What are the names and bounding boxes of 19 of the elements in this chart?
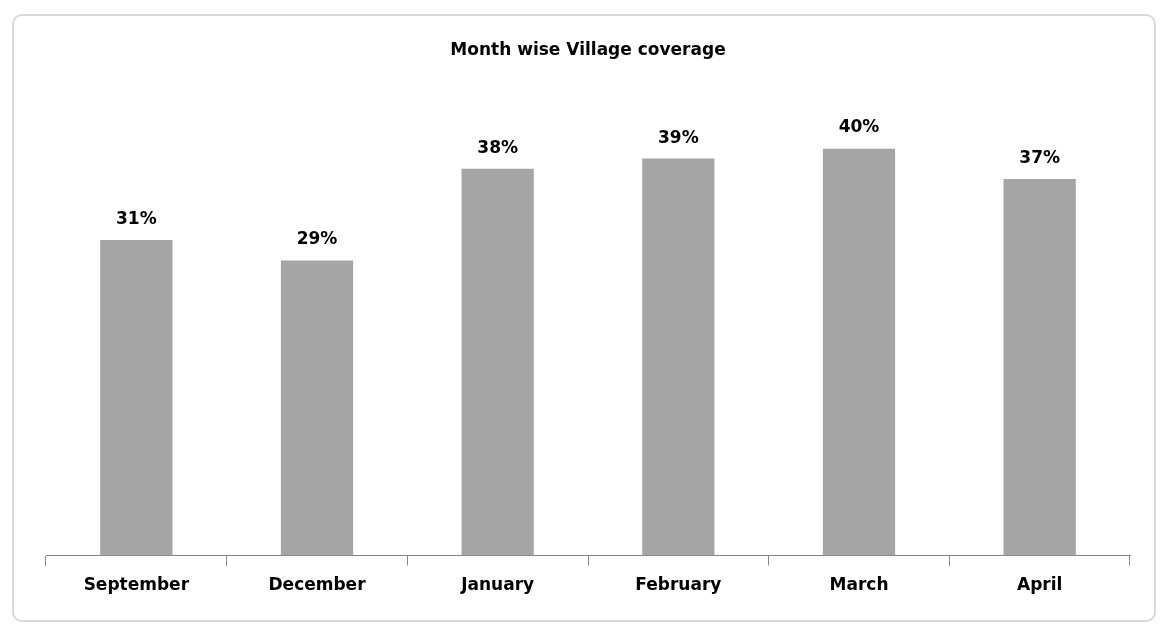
bar bbox=[1003, 178, 1076, 556]
bar bbox=[642, 158, 715, 556]
x-tick-label: April bbox=[1016, 574, 1063, 595]
x-tick-label: September bbox=[83, 574, 190, 595]
chart-title: Month wise Village coverage bbox=[450, 38, 726, 59]
x-tick-label: March bbox=[829, 574, 889, 595]
x-tick-label: December bbox=[268, 574, 367, 595]
data-label: 37% bbox=[1019, 146, 1061, 167]
data-label: 38% bbox=[477, 136, 519, 157]
data-label: 31% bbox=[115, 207, 157, 228]
data-label: 29% bbox=[296, 228, 338, 249]
bar bbox=[822, 148, 896, 556]
bar bbox=[100, 240, 173, 556]
x-tick-label: February bbox=[635, 574, 722, 595]
bar bbox=[461, 168, 534, 556]
bar bbox=[280, 260, 354, 556]
x-tick-label: January bbox=[460, 574, 535, 595]
data-label: 40% bbox=[838, 116, 880, 137]
data-label: 39% bbox=[657, 126, 699, 147]
